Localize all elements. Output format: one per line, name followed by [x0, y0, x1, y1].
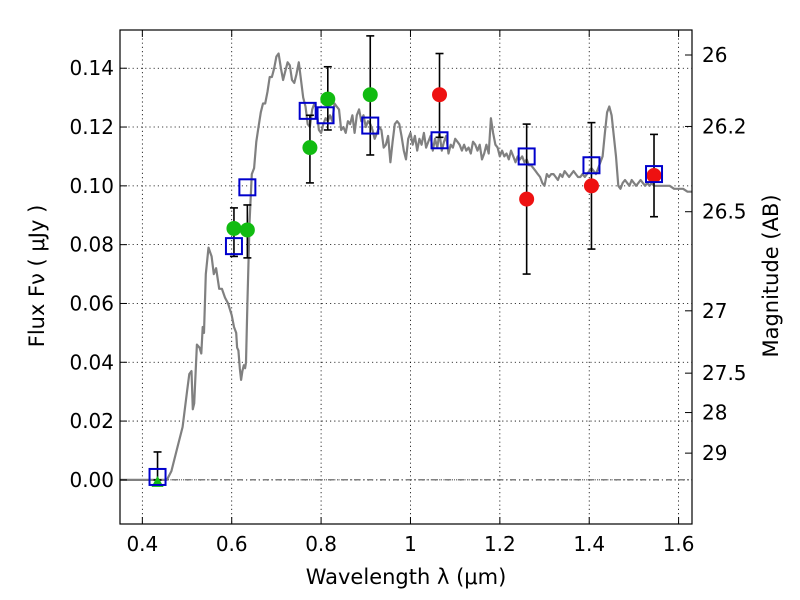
data-point-circle: [583, 178, 599, 194]
plot-layer: [120, 35, 692, 487]
tick-layer: 0.4 0.6 0.8 1 1.2 1.4 1.6 0.00 0.02 0.04 0.06 0.08 0…: [69, 30, 747, 556]
x-tick-label: 1.4: [573, 532, 605, 556]
y-tick-label: 0.06: [69, 291, 114, 315]
model-point-square: [517, 147, 536, 166]
x-tick-label: 0.8: [305, 532, 337, 556]
model-point-square: [224, 237, 243, 256]
model-point-square: [316, 106, 335, 125]
model-point-square: [238, 178, 257, 197]
data-point-circle: [646, 168, 662, 184]
y-tick-label: 0.10: [69, 174, 114, 198]
y-axis-label: Flux Fν ( μJy ): [25, 205, 49, 348]
x-axis-label: Wavelength λ (μm): [306, 565, 507, 589]
grid-layer: [120, 30, 692, 524]
mag-tick-label: 28: [702, 401, 727, 425]
plot-frame: [119, 29, 693, 525]
mag-tick-label: 26.2: [702, 114, 747, 138]
model-point-square: [645, 165, 664, 184]
y-tick-label: 0.12: [69, 115, 114, 139]
data-point-circle: [226, 220, 242, 236]
x-tick-label: 0.4: [126, 532, 158, 556]
data-point-circle: [320, 91, 336, 107]
model-point-square: [148, 467, 167, 486]
y-tick-label: 0.08: [69, 233, 114, 257]
y-tick-label: 0.14: [69, 56, 114, 80]
mag-tick-label: 27: [702, 299, 727, 323]
y-tick-label: 0.04: [69, 350, 114, 374]
right-axis-label: Magnitude (AB): [759, 194, 783, 357]
mag-tick-label: 27.5: [702, 361, 747, 385]
mag-tick-label: 26: [702, 43, 727, 67]
y-tick-label: 0.02: [69, 409, 114, 433]
data-point-circle: [519, 191, 535, 207]
model-spectrum-line: [120, 52, 692, 481]
data-point-circle: [302, 140, 318, 156]
data-point-circle: [432, 87, 448, 103]
data-point-circle: [362, 87, 378, 103]
x-tick-label: 1.6: [663, 532, 695, 556]
model-point-square: [430, 131, 449, 150]
mag-tick-label: 26.5: [702, 200, 747, 224]
x-tick-label: 1: [404, 532, 417, 556]
model-point-square: [361, 116, 380, 135]
mag-tick-label: 29: [702, 441, 727, 465]
model-point-square: [582, 156, 601, 175]
x-tick-label: 1.2: [484, 532, 516, 556]
x-tick-label: 0.6: [216, 532, 248, 556]
y-tick-label: 0.00: [69, 468, 114, 492]
model-point-square: [298, 101, 317, 120]
data-point-circle: [239, 222, 255, 238]
